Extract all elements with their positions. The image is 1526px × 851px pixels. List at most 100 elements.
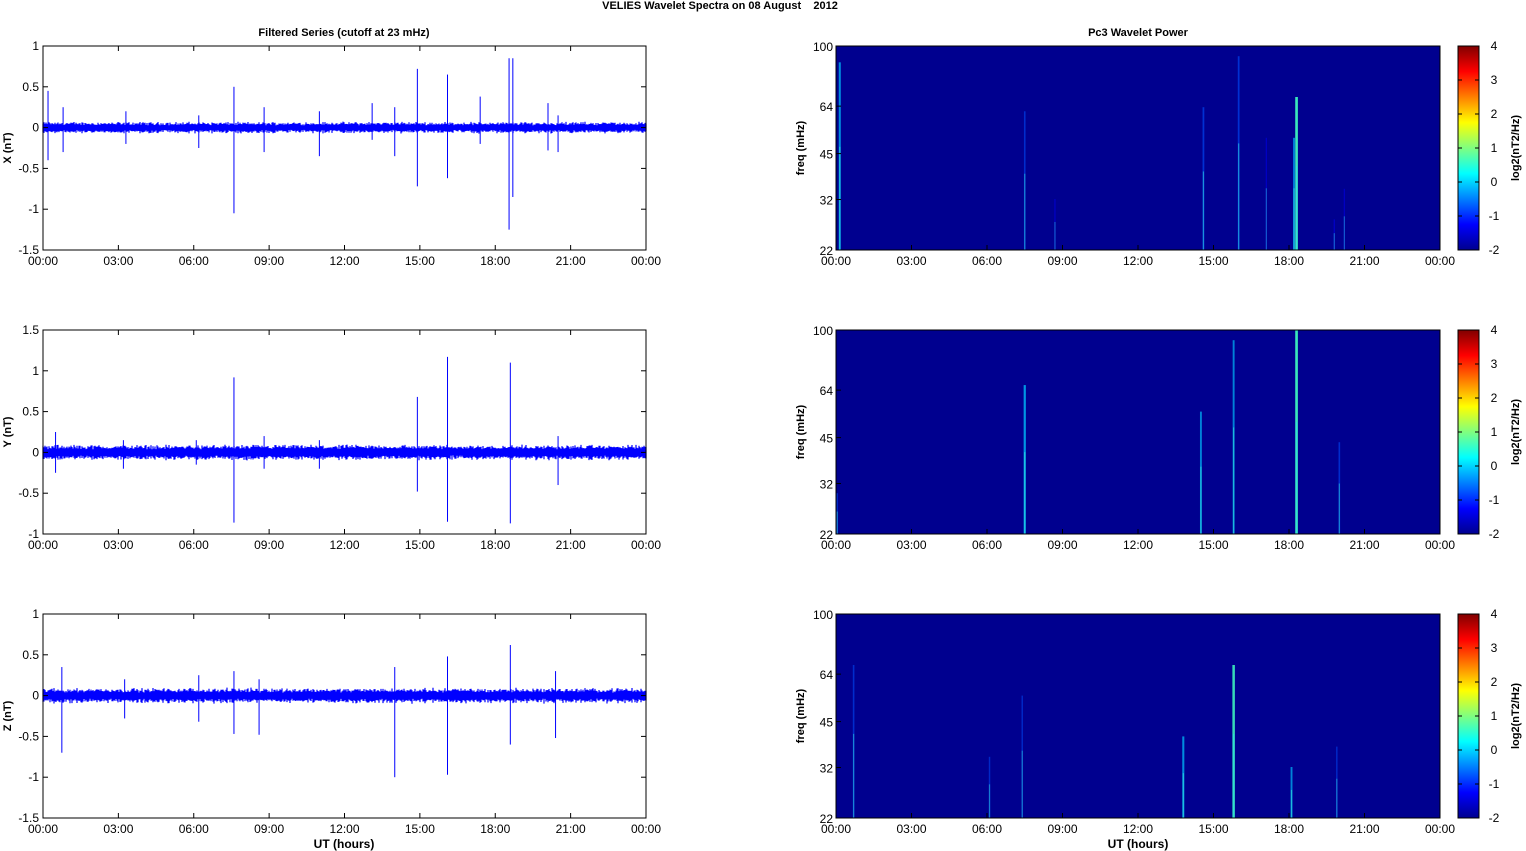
- y-tick-label: 1: [32, 364, 39, 378]
- y-tick-label: 32: [820, 762, 834, 776]
- spectrum-burst-core: [988, 784, 991, 818]
- y-tick-label: 22: [820, 244, 834, 258]
- colorbar: -2 -1 0 1 2 3 4 log2(nT2/Hz): [1457, 323, 1522, 541]
- y-tick-label: -1.5: [18, 243, 39, 257]
- x-tick-label: 18:00: [1274, 822, 1304, 836]
- y-tick-label: 1: [32, 607, 39, 621]
- colorbar-label: log2(nT2/Hz): [1510, 683, 1522, 749]
- x-tick-label: 09:00: [254, 822, 284, 836]
- plot-area: [43, 46, 646, 250]
- y-tick-label: 0: [32, 445, 39, 459]
- y-tick-label: -1.5: [18, 811, 39, 825]
- y-axis-label: Y (nT): [2, 416, 14, 447]
- x-tick-label: 00:00: [631, 538, 661, 552]
- spectrum-burst-core: [1333, 233, 1335, 250]
- x-tick-label: 00:00: [1425, 254, 1455, 268]
- x-tick-label: 18:00: [1274, 254, 1304, 268]
- spectrum-burst-core: [1265, 188, 1267, 250]
- x-tick-label: 12:00: [1123, 538, 1153, 552]
- x-tick-label: 09:00: [1047, 254, 1077, 268]
- y-tick-label: 64: [820, 384, 834, 398]
- colorbar: -2 -1 0 1 2 3 4 log2(nT2/Hz): [1457, 607, 1522, 825]
- spectrum-burst-core: [1233, 427, 1235, 534]
- colorbar-tick-label: -1: [1489, 493, 1500, 507]
- spectrum-burst-core: [1338, 483, 1340, 534]
- y-tick-label: 100: [813, 324, 833, 338]
- colorbar-tick-label: 3: [1491, 641, 1498, 655]
- x-tick-label: 06:00: [179, 538, 209, 552]
- series-panel-z: 10.50-0.5-1-1.500:00 03:00 06:00 09:00 12:00…: [2, 607, 661, 836]
- spectrum-background: [836, 614, 1440, 818]
- x-tick-label: 06:00: [179, 822, 209, 836]
- y-tick-label: 0.5: [22, 80, 39, 94]
- x-tick-label: 15:00: [1198, 254, 1228, 268]
- x-tick-label: 00:00: [631, 822, 661, 836]
- colorbar-tick-label: 3: [1491, 73, 1498, 87]
- spectrum-burst-core: [1024, 452, 1026, 534]
- x-tick-label: 03:00: [896, 822, 926, 836]
- spectrum-burst-core: [1024, 173, 1026, 250]
- x-tick-label: 09:00: [1047, 822, 1077, 836]
- y-tick-label: 22: [820, 812, 834, 826]
- y-tick-label: 64: [820, 100, 834, 114]
- y-tick-label: 0.5: [22, 405, 39, 419]
- y-tick-label: -0.5: [18, 486, 39, 500]
- x-tick-label: 18:00: [480, 254, 510, 268]
- spectrum-burst: [988, 756, 991, 818]
- colorbar-tick-label: 1: [1491, 425, 1498, 439]
- y-tick-label: -1: [28, 202, 39, 216]
- x-tick-label: 15:00: [405, 822, 435, 836]
- x-tick-label: 00:00: [28, 538, 58, 552]
- x-tick-label: 00:00: [28, 822, 58, 836]
- spectrum-burst-core: [1182, 773, 1184, 818]
- spectrum-background: [836, 330, 1440, 534]
- x-tick-label: 18:00: [1274, 538, 1304, 552]
- x-tick-label: 21:00: [556, 822, 586, 836]
- spectrum-burst: [836, 493, 838, 534]
- spectrum-burst-core: [1295, 165, 1298, 250]
- plot-area: [43, 330, 646, 534]
- spectrum-burst-core: [1343, 216, 1345, 250]
- spectrum-background: [836, 46, 1440, 250]
- left-xlabel: UT (hours): [314, 837, 375, 851]
- colorbar-tick-label: 2: [1491, 675, 1498, 689]
- spectrum-burst-core: [836, 511, 838, 534]
- colorbar-tick-label: 4: [1491, 607, 1498, 621]
- colorbar-tick-label: 4: [1491, 39, 1498, 53]
- y-tick-label: -1: [28, 527, 39, 541]
- y-tick-label: 0: [32, 689, 39, 703]
- x-tick-label: 15:00: [405, 254, 435, 268]
- y-tick-label: 32: [820, 478, 834, 492]
- x-tick-label: 09:00: [254, 254, 284, 268]
- x-tick-label: 12:00: [1123, 254, 1153, 268]
- spectrum-burst-core: [839, 146, 841, 250]
- spectrum-burst: [1336, 746, 1338, 818]
- colorbar-label: log2(nT2/Hz): [1510, 115, 1522, 181]
- series-panel-x: 10.50-0.5-1-1.500:00 03:00 06:00 09:00 12:00…: [2, 39, 661, 268]
- spectrum-burst-core: [1336, 778, 1338, 818]
- left-column-title: Filtered Series (cutoff at 23 mHz): [258, 27, 429, 39]
- y-tick-label: 64: [820, 668, 834, 682]
- x-tick-label: 00:00: [1425, 822, 1455, 836]
- spectrum-burst-core: [1293, 188, 1295, 250]
- colorbar-tick-label: -2: [1489, 527, 1500, 541]
- y-tick-label: -0.5: [18, 161, 39, 175]
- x-tick-label: 06:00: [972, 822, 1002, 836]
- y-axis-label: X (nT): [2, 132, 14, 163]
- x-tick-label: 18:00: [480, 822, 510, 836]
- colorbar-tick-label: 1: [1491, 141, 1498, 155]
- x-tick-label: 12:00: [329, 254, 359, 268]
- spectrum-burst: [1333, 219, 1335, 250]
- x-tick-label: 03:00: [103, 822, 133, 836]
- colorbar-tick-label: 0: [1491, 459, 1498, 473]
- x-tick-label: 06:00: [179, 254, 209, 268]
- colorbar-tick-label: -2: [1489, 811, 1500, 825]
- colorbar-tick-label: 3: [1491, 357, 1498, 371]
- y-tick-label: 32: [820, 194, 834, 208]
- spectrum-burst: [1021, 695, 1023, 818]
- spectrum-burst-core: [1200, 466, 1202, 534]
- figure-title: VELIES Wavelet Spectra on 08 August 2012: [602, 0, 838, 12]
